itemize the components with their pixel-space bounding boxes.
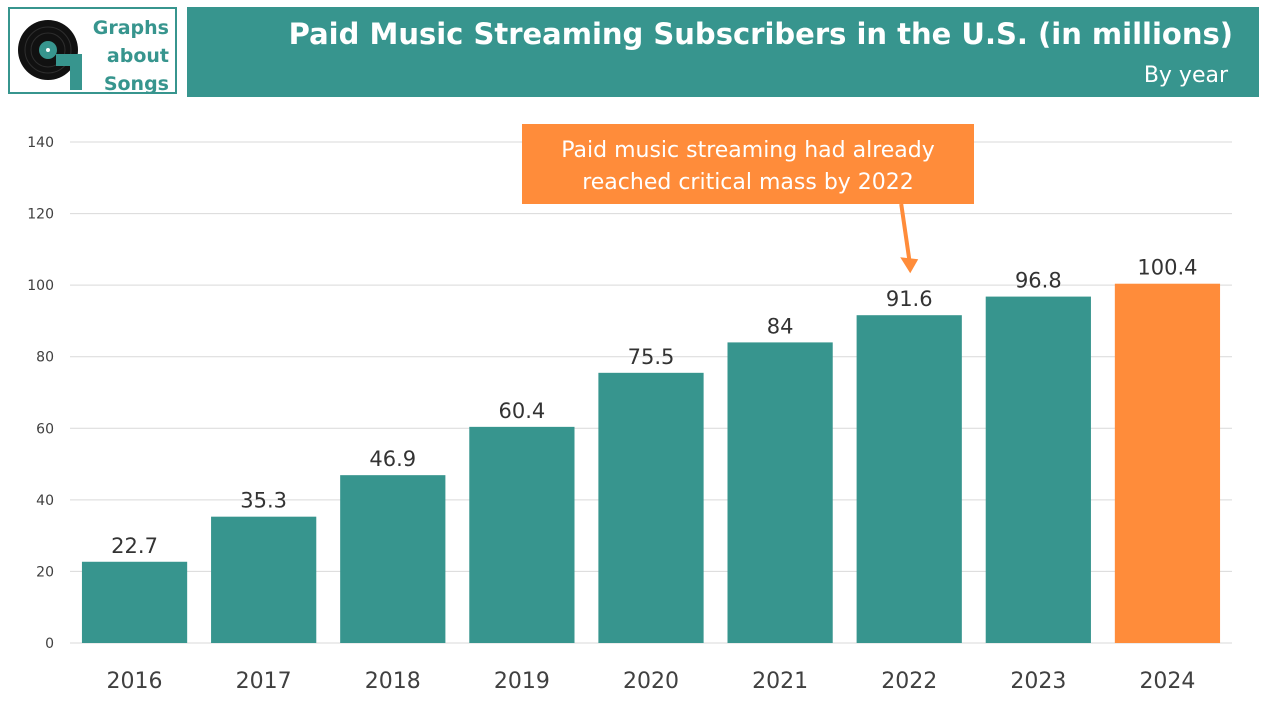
x-tick-label-2019: 2019 bbox=[494, 669, 550, 694]
brand-logo: Graphs about Songs bbox=[8, 7, 177, 95]
bar-2019 bbox=[469, 426, 575, 643]
x-tick-label-2021: 2021 bbox=[752, 669, 808, 694]
bar-2021 bbox=[727, 342, 833, 643]
y-tick-label-80: 80 bbox=[36, 350, 54, 366]
x-tick-label-2020: 2020 bbox=[623, 669, 679, 694]
data-label-2022: 91.6 bbox=[886, 287, 933, 311]
brand-name: Graphs about Songs bbox=[79, 14, 169, 98]
x-tick-label-2024: 2024 bbox=[1139, 669, 1195, 694]
bar-2016 bbox=[81, 561, 188, 643]
data-label-2016: 22.7 bbox=[111, 534, 158, 558]
x-tick-label-2016: 2016 bbox=[107, 669, 163, 694]
y-tick-label-0: 0 bbox=[45, 636, 54, 652]
annotation-callout: Paid music streaming had already reached… bbox=[522, 124, 974, 204]
chart-title: Paid Music Streaming Subscribers in the … bbox=[288, 17, 1233, 51]
bar-2022 bbox=[856, 315, 962, 643]
data-label-2021: 84 bbox=[767, 314, 794, 338]
data-label-2020: 75.5 bbox=[628, 345, 675, 369]
y-tick-label-40: 40 bbox=[36, 493, 54, 509]
brand-line-1: Graphs bbox=[92, 17, 169, 39]
data-label-2023: 96.8 bbox=[1015, 269, 1062, 293]
annotation-line-1: Paid music streaming had already bbox=[561, 138, 935, 163]
x-tick-label-2018: 2018 bbox=[365, 669, 421, 694]
y-tick-label-20: 20 bbox=[36, 564, 54, 580]
x-tick-label-2017: 2017 bbox=[236, 669, 292, 694]
data-label-2019: 60.4 bbox=[499, 399, 546, 423]
chart-subtitle: By year bbox=[1143, 63, 1228, 88]
annotation-line-2: reached critical mass by 2022 bbox=[582, 170, 914, 195]
data-label-2018: 46.9 bbox=[369, 447, 416, 471]
bar-2018 bbox=[340, 475, 446, 643]
bar-2024 bbox=[1114, 283, 1221, 643]
data-label-2017: 35.3 bbox=[240, 489, 287, 513]
x-tick-label-2022: 2022 bbox=[881, 669, 937, 694]
vinyl-record-icon bbox=[18, 20, 82, 90]
bar-2017 bbox=[211, 516, 317, 643]
brand-line-2: about bbox=[106, 45, 169, 67]
bar-2023 bbox=[985, 296, 1091, 643]
y-tick-label-120: 120 bbox=[27, 207, 54, 223]
y-tick-label-140: 140 bbox=[27, 135, 54, 151]
x-tick-label-2023: 2023 bbox=[1010, 669, 1066, 694]
y-tick-label-60: 60 bbox=[36, 421, 54, 437]
y-tick-label-100: 100 bbox=[27, 278, 54, 294]
header-bar: Paid Music Streaming Subscribers in the … bbox=[187, 7, 1259, 97]
data-label-2024: 100.4 bbox=[1137, 256, 1197, 280]
brand-line-3: Songs bbox=[103, 73, 169, 95]
bar-2020 bbox=[598, 372, 704, 643]
annotation-arrow-head bbox=[900, 257, 919, 274]
annotation-arrow-line bbox=[899, 203, 912, 260]
